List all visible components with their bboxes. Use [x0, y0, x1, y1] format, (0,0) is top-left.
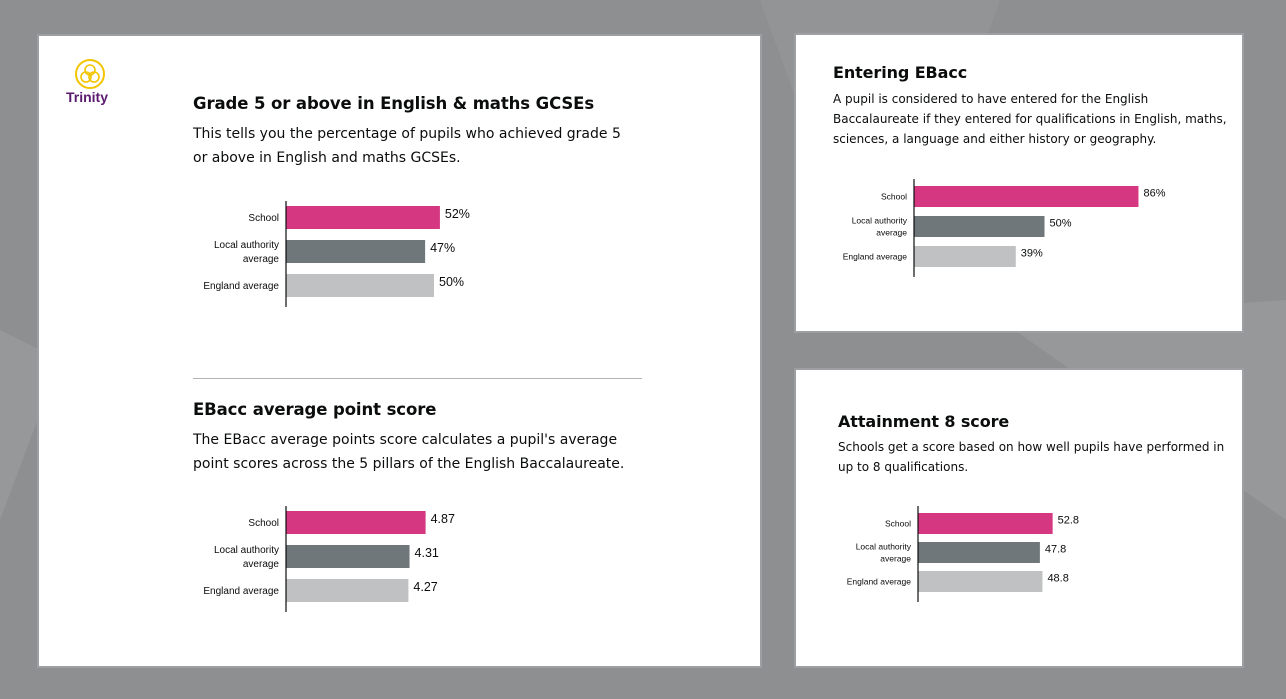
- bar-local-authority: [286, 545, 410, 568]
- category-label: England average: [843, 251, 908, 261]
- attainment8-description: Schools get a score based on how well pu…: [838, 440, 1225, 474]
- value-label: 4.27: [413, 580, 437, 594]
- category-label: average: [243, 254, 280, 265]
- value-label: 86%: [1143, 187, 1165, 199]
- entering-ebacc-chart: 86% School 50% Local authority average 39% Eng…: [843, 179, 1166, 277]
- bar-local-authority: [918, 542, 1040, 563]
- value-label: 4.87: [431, 512, 455, 526]
- bar-school: [286, 206, 440, 229]
- category-label: Local authority: [214, 240, 279, 251]
- brand-name: Trinity: [66, 89, 109, 105]
- value-label: 50%: [1050, 217, 1072, 229]
- bar-england: [914, 246, 1016, 267]
- entering-ebacc-description: A pupil is considered to have entered fo…: [833, 92, 1227, 146]
- category-label: England average: [847, 576, 912, 586]
- category-label: average: [243, 559, 280, 570]
- grade5-chart: 52% School 47% Local authority average 50% Eng…: [203, 201, 470, 307]
- category-label: Local authority: [214, 545, 279, 556]
- ebacc-score-title: EBacc average point score: [193, 400, 437, 419]
- category-label: School: [885, 518, 911, 528]
- ebacc-score-chart: 4.87 School 4.31 Local authority average 4.27…: [203, 506, 455, 612]
- category-label: School: [881, 191, 907, 201]
- category-label: average: [876, 227, 907, 237]
- trinity-logo-icon: [75, 59, 105, 89]
- value-label: 48.8: [1047, 572, 1068, 584]
- bar-school: [286, 511, 426, 534]
- value-label: 4.31: [415, 546, 439, 560]
- category-label: Local authority: [856, 541, 912, 551]
- value-label: 50%: [439, 275, 464, 289]
- main-card: Trinity Grade 5 or above in English & ma…: [37, 34, 762, 668]
- category-label: average: [880, 553, 911, 563]
- value-label: 47%: [430, 241, 455, 255]
- attainment8-title: Attainment 8 score: [838, 412, 1010, 431]
- grade5-description: This tells you the percentage of pupils …: [193, 126, 621, 166]
- value-label: 52.8: [1058, 514, 1079, 526]
- attainment8-card: Attainment 8 score Schools get a score b…: [794, 368, 1244, 668]
- bar-local-authority: [286, 240, 426, 263]
- entering-ebacc-title: Entering EBacc: [833, 63, 968, 82]
- category-label: School: [248, 518, 279, 529]
- value-label: 52%: [445, 207, 470, 221]
- category-label: Local authority: [852, 215, 908, 225]
- bar-england: [918, 571, 1043, 592]
- value-label: 47.8: [1045, 543, 1066, 555]
- entering-ebacc-card: Entering EBacc A pupil is considered to …: [794, 33, 1244, 333]
- ebacc-score-description: The EBacc average points score calculate…: [193, 432, 625, 472]
- value-label: 39%: [1021, 247, 1043, 259]
- category-label: England average: [203, 281, 279, 292]
- category-label: School: [248, 213, 279, 224]
- category-label: England average: [203, 586, 279, 597]
- bar-local-authority: [914, 216, 1045, 237]
- bar-school: [914, 186, 1139, 207]
- bar-england: [286, 274, 434, 297]
- grade5-title: Grade 5 or above in English & maths GCSE…: [193, 94, 595, 113]
- attainment8-chart: 52.8 School 47.8 Local authority average 48.8…: [847, 506, 1079, 602]
- section-divider: [193, 378, 642, 379]
- bar-school: [918, 513, 1053, 534]
- bar-england: [286, 579, 409, 602]
